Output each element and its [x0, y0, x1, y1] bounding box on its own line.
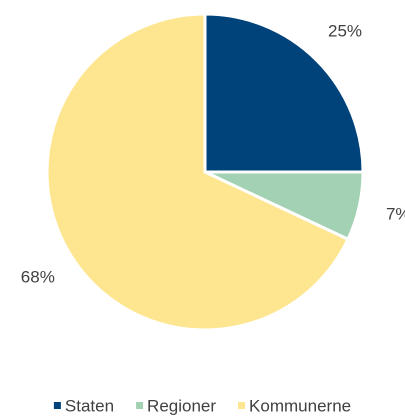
- data-label: 68%: [21, 268, 55, 287]
- data-label: 25%: [328, 21, 362, 40]
- legend-label: Kommunerne: [249, 396, 351, 415]
- legend-label: Staten: [65, 396, 114, 415]
- pie-slice: [203, 12, 365, 174]
- data-label: 7%: [386, 205, 405, 224]
- legend-swatch: [238, 402, 246, 409]
- legend-swatch: [136, 402, 144, 409]
- legend-swatch: [53, 402, 61, 409]
- legend-label: Regioner: [147, 396, 216, 415]
- pie-slice: [45, 12, 350, 332]
